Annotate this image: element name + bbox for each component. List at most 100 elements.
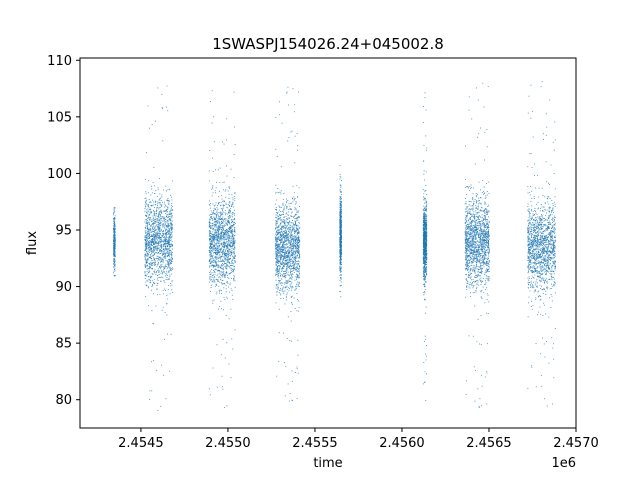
data-point <box>114 241 116 243</box>
data-point <box>275 224 277 226</box>
data-point <box>227 265 229 267</box>
data-point <box>165 249 167 251</box>
data-point <box>153 231 154 232</box>
data-point <box>290 231 292 233</box>
data-point <box>168 225 170 227</box>
data-point <box>218 276 220 278</box>
data-point <box>340 271 342 273</box>
data-point <box>153 258 155 259</box>
data-point <box>226 236 228 237</box>
data-point <box>156 231 158 233</box>
data-point <box>171 261 173 262</box>
data-point <box>210 263 212 265</box>
data-point <box>159 259 161 261</box>
data-point <box>340 241 342 243</box>
data-point <box>169 194 171 196</box>
data-point <box>168 272 170 274</box>
data-point <box>157 222 159 224</box>
data-point <box>171 212 173 214</box>
data-point <box>170 224 172 225</box>
data-point <box>166 214 168 216</box>
data-point <box>171 229 172 230</box>
data-point <box>147 268 149 270</box>
data-point <box>212 264 214 266</box>
data-point <box>210 252 212 254</box>
data-point <box>279 218 281 220</box>
data-point <box>212 227 214 229</box>
data-point <box>233 252 235 254</box>
data-point <box>222 243 224 245</box>
data-point <box>168 230 170 232</box>
data-point <box>151 235 153 237</box>
data-point <box>162 241 164 243</box>
data-point <box>279 240 281 242</box>
data-point <box>213 221 215 223</box>
data-point <box>278 209 280 211</box>
data-point <box>283 332 285 334</box>
data-point <box>113 227 115 229</box>
data-point <box>153 246 155 248</box>
data-point <box>164 241 166 243</box>
data-point <box>151 204 153 206</box>
data-point <box>283 252 285 253</box>
data-point <box>229 205 230 207</box>
data-point <box>285 253 287 254</box>
data-point <box>230 225 232 227</box>
data-point <box>162 234 164 236</box>
data-point <box>149 265 151 267</box>
data-point <box>233 227 235 229</box>
data-point <box>220 212 222 213</box>
data-point <box>153 259 155 261</box>
data-point <box>296 398 298 400</box>
data-point <box>222 225 224 227</box>
data-point <box>171 230 173 232</box>
data-point <box>212 223 214 224</box>
data-point <box>213 219 215 221</box>
data-point <box>276 240 278 242</box>
data-point <box>297 275 299 276</box>
data-point <box>232 232 234 234</box>
data-point <box>220 227 222 229</box>
data-point <box>225 244 227 246</box>
data-point <box>276 291 278 293</box>
data-point <box>169 218 171 220</box>
data-point <box>169 246 171 248</box>
data-point <box>290 250 292 252</box>
data-point <box>293 269 295 271</box>
data-point <box>150 268 152 269</box>
data-point <box>282 251 284 253</box>
data-point <box>295 268 297 270</box>
data-point <box>288 241 290 243</box>
data-point <box>212 185 214 187</box>
data-point <box>277 253 279 255</box>
data-point <box>232 270 234 271</box>
data-point <box>212 203 214 205</box>
data-point <box>284 254 286 256</box>
data-point <box>223 225 225 227</box>
data-point <box>155 272 157 274</box>
data-point <box>225 249 227 251</box>
data-point <box>217 229 218 231</box>
data-point <box>277 251 279 253</box>
data-point <box>165 398 167 400</box>
data-point <box>154 246 156 248</box>
data-point <box>289 287 290 289</box>
data-point <box>167 232 169 234</box>
data-point <box>232 214 234 216</box>
data-point <box>164 233 166 235</box>
data-point <box>293 244 295 246</box>
data-point <box>340 185 342 187</box>
data-point <box>230 242 232 244</box>
data-point <box>208 230 210 232</box>
data-point <box>340 223 342 224</box>
data-point <box>279 191 281 193</box>
data-point <box>292 239 294 241</box>
data-point <box>284 255 286 257</box>
data-point <box>293 199 295 201</box>
data-point <box>284 252 286 254</box>
data-point <box>161 203 163 205</box>
data-point <box>290 230 292 232</box>
data-point <box>158 213 160 215</box>
data-point <box>281 270 283 272</box>
data-point <box>113 222 115 224</box>
